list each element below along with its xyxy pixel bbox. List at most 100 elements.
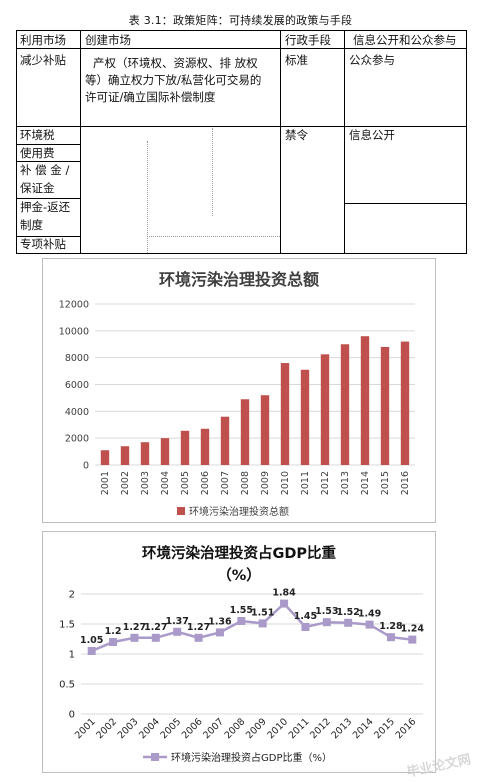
cell-compensation-line1: 补 偿 金 / bbox=[20, 163, 70, 177]
bar bbox=[140, 442, 150, 465]
line-chart-svg: 环境污染治理投资占GDP比重 （%） 1.051.2 1.271.271.371.… bbox=[59, 544, 425, 764]
line-x-tick: 2014 bbox=[351, 716, 376, 741]
bar-chart: 环境污染治理投资总额 0 2000 4000 6000 8000 10000 12000 2… bbox=[42, 258, 436, 523]
line-x-tick: 2002 bbox=[94, 716, 119, 741]
bar bbox=[380, 346, 390, 465]
line-data-label: 1.27 bbox=[144, 622, 167, 633]
line-x-tick: 2016 bbox=[394, 716, 419, 741]
line-point bbox=[344, 618, 353, 627]
bar-y-tick: 10000 bbox=[59, 326, 89, 337]
cell-information-disclosure: 信息公开 bbox=[349, 128, 395, 142]
line-point bbox=[280, 599, 289, 608]
line-chart-title-line2: （%） bbox=[217, 566, 261, 584]
line-data-label: 1.2 bbox=[105, 626, 122, 637]
line-point bbox=[173, 627, 182, 636]
line-point bbox=[365, 620, 374, 629]
line-x-tick: 2001 bbox=[73, 716, 98, 741]
bar bbox=[360, 336, 370, 465]
bar bbox=[200, 428, 210, 465]
header-use-market: 利用市场 bbox=[20, 33, 66, 47]
line-data-label: 1.24 bbox=[401, 624, 425, 635]
line-y-tick: 0 bbox=[69, 710, 75, 721]
line-y-tick: 1 bbox=[69, 650, 75, 661]
line-x-tick: 2015 bbox=[372, 716, 397, 741]
line-data-label: 1.52 bbox=[336, 607, 359, 618]
bar-x-tick: 2009 bbox=[260, 471, 271, 495]
cell-deposit-line2: 制度 bbox=[20, 218, 43, 232]
line-series bbox=[91, 601, 413, 653]
bar-chart-svg: 环境污染治理投资总额 0 2000 4000 6000 8000 10000 12000 2… bbox=[59, 270, 415, 518]
bar-x-tick: 2015 bbox=[380, 471, 391, 495]
bar bbox=[220, 416, 230, 465]
cell-property-rights-line1: 产权（环境权、资源权、排 放权 bbox=[93, 56, 258, 70]
line-x-tick: 2003 bbox=[116, 716, 141, 741]
line-point bbox=[151, 633, 160, 642]
header-administrative: 行政手段 bbox=[285, 33, 331, 47]
line-chart: 环境污染治理投资占GDP比重 （%） 1.05 1.2 1.27 1.27 1.37 1.… bbox=[42, 531, 436, 773]
line-data-label: 1.05 bbox=[80, 635, 103, 646]
line-x-tick: 2010 bbox=[265, 716, 290, 741]
line-x-tick: 2006 bbox=[180, 716, 205, 741]
line-y-tick: 1.5 bbox=[59, 620, 75, 631]
bar-legend-label: 环境污染治理投资总额 bbox=[189, 505, 289, 518]
cell-property-rights-line3: 许可证/确立国际补偿制度 bbox=[85, 90, 216, 104]
line-legend-label: 环境污染治理投资占GDP比重（%） bbox=[171, 751, 332, 764]
line-data-label: 1.27 bbox=[187, 622, 210, 633]
line-point bbox=[237, 617, 246, 625]
line-point bbox=[109, 638, 118, 646]
bar-y-tick: 12000 bbox=[59, 300, 89, 311]
line-data-label: 1.49 bbox=[358, 609, 381, 620]
line-point bbox=[408, 635, 417, 644]
bar-y-tick: 6000 bbox=[65, 380, 89, 391]
bar-chart-title: 环境污染治理投资总额 bbox=[159, 270, 319, 289]
line-y-tick: 0.5 bbox=[59, 680, 75, 691]
bar-x-tick: 2013 bbox=[340, 471, 351, 495]
bar-x-tick: 2004 bbox=[160, 471, 171, 495]
cell-ban: 禁令 bbox=[285, 128, 308, 142]
bar bbox=[120, 446, 130, 465]
cell-user-fee: 使用费 bbox=[20, 146, 55, 160]
bar-x-tick: 2008 bbox=[240, 471, 251, 495]
bar bbox=[160, 438, 170, 465]
bar-x-tick: 2014 bbox=[360, 471, 371, 495]
line-x-tick: 2013 bbox=[329, 716, 354, 741]
line-x-tick: 2012 bbox=[308, 716, 333, 741]
line-x-tick: 2009 bbox=[244, 716, 269, 741]
header-create-market: 创建市场 bbox=[85, 33, 131, 47]
line-data-label: 1.36 bbox=[208, 616, 232, 627]
line-data-label: 1.45 bbox=[294, 611, 317, 622]
line-data-label: 1.55 bbox=[230, 605, 253, 616]
line-point bbox=[322, 618, 331, 627]
line-point bbox=[215, 628, 224, 637]
bar-y-tick: 2000 bbox=[65, 434, 89, 445]
line-point bbox=[130, 633, 139, 642]
bar bbox=[240, 399, 250, 465]
bar-x-tick: 2012 bbox=[320, 471, 331, 495]
bar-legend-swatch bbox=[177, 507, 185, 515]
bar-x-tick: 2003 bbox=[140, 471, 151, 495]
line-x-tick: 2011 bbox=[287, 716, 312, 741]
table-caption: 表 3.1：政策矩阵：可持续发展的政策与手段 bbox=[128, 14, 353, 27]
line-point bbox=[194, 633, 203, 642]
bar bbox=[280, 363, 290, 465]
line-legend-marker bbox=[151, 753, 159, 761]
line-data-label: 1.37 bbox=[165, 616, 188, 627]
line-data-label: 1.84 bbox=[272, 588, 296, 599]
cell-environmental-tax: 环境税 bbox=[20, 128, 55, 142]
cell-compensation-line2: 保证金 bbox=[20, 181, 55, 195]
cell-reduce-subsidy: 减少补贴 bbox=[20, 53, 66, 67]
bar bbox=[400, 341, 410, 465]
bar-y-tick: 0 bbox=[83, 461, 89, 472]
policy-matrix-table: 利用市场 创建市场 行政手段 信息公开和公众参与 减少补贴 产权（环境权、资源权… bbox=[16, 30, 467, 254]
line-point bbox=[301, 623, 310, 631]
line-x-tick: 2007 bbox=[201, 716, 226, 741]
bar-x-tick: 2016 bbox=[400, 471, 411, 495]
bar-x-tick: 2005 bbox=[180, 471, 191, 495]
bar bbox=[340, 344, 350, 465]
bar bbox=[100, 450, 110, 465]
bar bbox=[300, 369, 310, 465]
cell-property-rights-line2: 等）确立权力下放/私营化可交易的 bbox=[85, 73, 262, 87]
line-point bbox=[386, 633, 395, 642]
line-data-label: 1.27 bbox=[123, 622, 146, 633]
line-point bbox=[87, 647, 96, 655]
